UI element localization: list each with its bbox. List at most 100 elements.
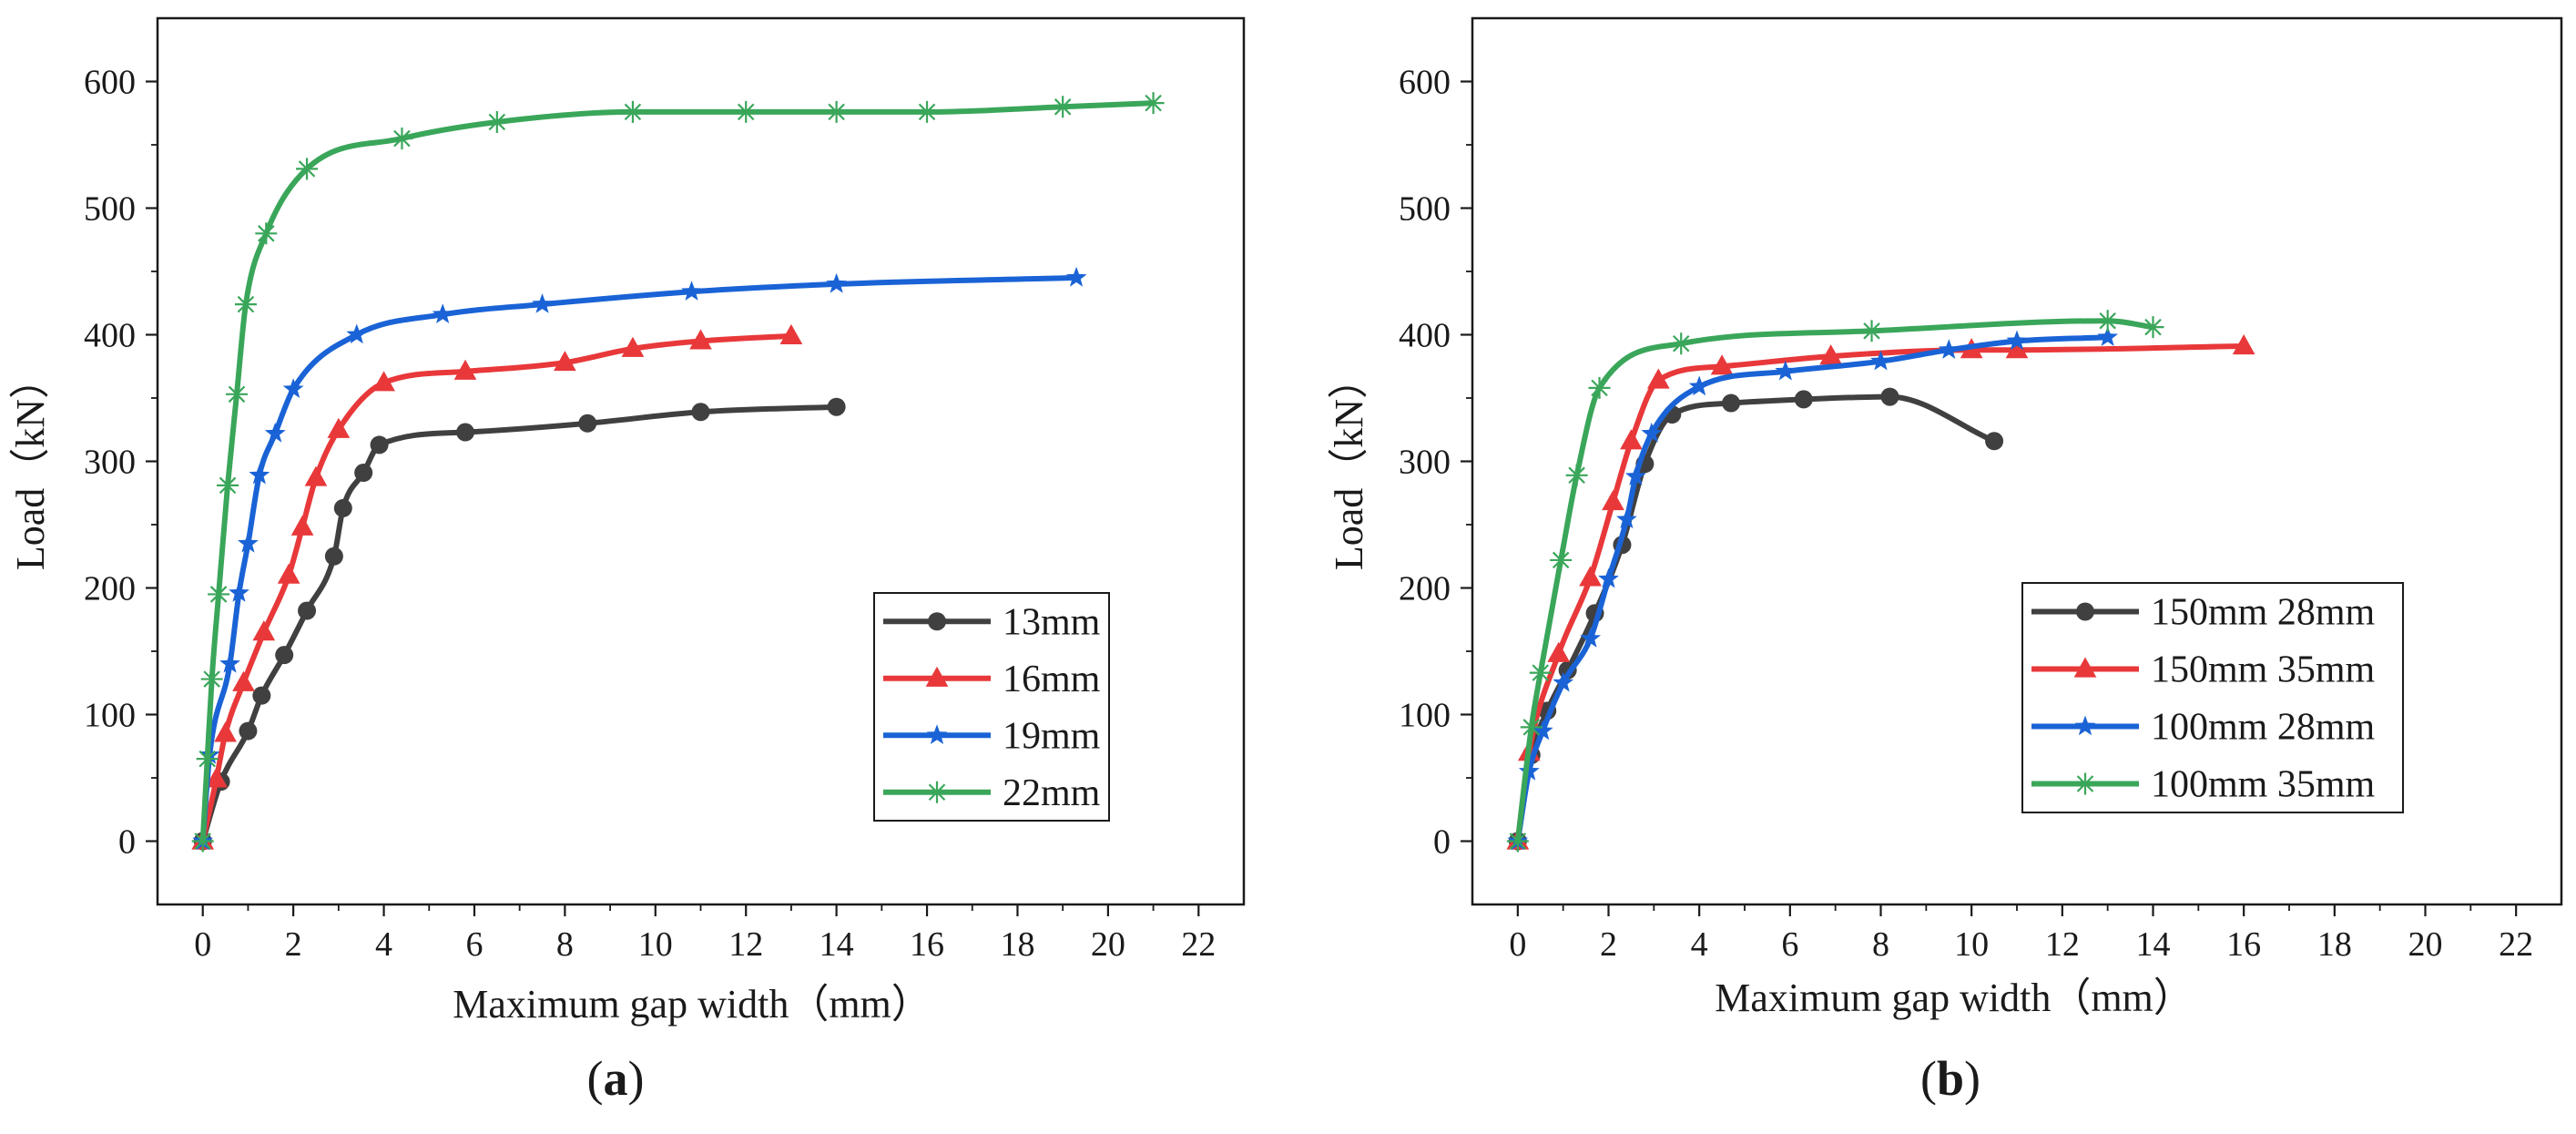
data-point	[1670, 332, 1693, 355]
data-point	[2096, 310, 2119, 332]
data-point	[200, 668, 223, 690]
data-point	[735, 100, 758, 123]
legend-frame	[873, 592, 1110, 822]
x-tick-label: 6	[465, 925, 483, 964]
y-tick-label: 600	[84, 64, 136, 102]
data-point	[827, 397, 846, 416]
data-point	[290, 515, 314, 536]
data-point	[239, 721, 258, 741]
data-point	[1641, 422, 1663, 443]
data-point	[2232, 334, 2255, 355]
legend-label: 13mm	[1003, 601, 1101, 643]
x-tick-label: 8	[556, 925, 574, 964]
legend-swatch-marker	[926, 781, 948, 803]
legend-swatch-marker	[926, 724, 948, 744]
series-13mm	[193, 397, 846, 851]
legend-swatch-marker	[2074, 715, 2096, 736]
data-point	[485, 110, 508, 133]
data-point	[324, 547, 343, 566]
x-tick-label: 8	[1872, 925, 1889, 964]
data-point	[1565, 464, 1588, 486]
data-point	[1985, 432, 2004, 451]
data-point	[1620, 429, 1643, 450]
data-point	[2097, 326, 2119, 346]
data-point	[229, 582, 249, 602]
x-tick-label: 16	[910, 925, 944, 964]
x-tick-label: 22	[2499, 925, 2533, 964]
data-point	[372, 371, 395, 392]
series-line	[199, 332, 794, 844]
data-point	[252, 686, 271, 705]
data-point	[1547, 641, 1571, 662]
x-tick-label: 4	[1691, 925, 1708, 964]
data-point	[1775, 360, 1797, 381]
y-axis-title: Load（kN）	[1327, 359, 1371, 570]
x-tick-label: 14	[2136, 925, 2171, 964]
data-point	[916, 100, 939, 123]
data-point	[1520, 716, 1543, 739]
data-point	[264, 422, 286, 443]
data-point	[275, 646, 294, 665]
data-point	[1065, 266, 1087, 287]
data-point	[1142, 92, 1165, 115]
y-tick-label: 300	[1399, 444, 1451, 482]
x-tick-label: 2	[1600, 925, 1617, 964]
data-point	[1722, 393, 1741, 413]
data-point	[1550, 548, 1573, 571]
data-point	[2006, 330, 2028, 351]
chart-panel-a: 0 2 4 6 8 10 12 14 16 18 20 22 0 100 200 300 400 500 600 Lo…	[8, 16, 1246, 1106]
panel-label-part: )	[628, 1051, 645, 1106]
x-tick-label: 18	[1000, 925, 1034, 964]
y-axis-title: Load（kN）	[8, 359, 53, 570]
data-point	[1598, 567, 1619, 588]
legend: 13mm 16mm 19mm 22mm	[873, 592, 1110, 822]
data-point	[217, 474, 239, 496]
data-point	[298, 601, 317, 620]
data-point	[1616, 508, 1637, 529]
y-tick-label: 600	[1399, 64, 1451, 102]
panel-label-part: (	[1920, 1051, 1937, 1106]
y-tick-label: 500	[84, 190, 136, 229]
data-point	[1860, 320, 1883, 342]
data-point	[779, 323, 803, 344]
x-tick-label: 6	[1781, 925, 1798, 964]
data-point	[826, 272, 847, 293]
legend-label: 100mm 28mm	[2151, 707, 2376, 749]
data-point	[296, 158, 319, 180]
legend-swatch-marker	[925, 666, 949, 687]
data-point	[1880, 387, 1899, 406]
legend: 150mm 28mm 150mm 35mm 100mm 28mm 100mm 35mm	[2021, 582, 2404, 813]
data-point	[578, 414, 597, 433]
data-point	[249, 464, 270, 485]
data-point	[1688, 375, 1710, 396]
data-point	[196, 748, 219, 771]
x-tick-label: 12	[728, 925, 763, 964]
data-point	[825, 100, 848, 123]
y-tick-label: 0	[118, 823, 136, 862]
x-tick-label: 0	[1509, 925, 1526, 964]
x-axis-title: Maximum gap width（mm）	[453, 982, 932, 1027]
data-point	[219, 652, 240, 673]
data-point	[208, 583, 230, 606]
data-point	[2142, 316, 2164, 339]
data-point	[255, 222, 278, 245]
x-tick-label: 2	[285, 925, 302, 964]
legend-label: 100mm 35mm	[2151, 764, 2376, 806]
data-point	[1602, 489, 1624, 511]
panel-label: (b)	[1920, 1051, 1980, 1106]
data-point	[1938, 339, 1960, 359]
data-point	[191, 830, 214, 853]
data-point	[391, 128, 413, 150]
y-tick-label: 400	[1399, 317, 1451, 355]
legend-swatch-marker	[2074, 772, 2096, 795]
data-point	[456, 423, 475, 442]
legend-label: 150mm 35mm	[2151, 649, 2376, 691]
data-point	[370, 435, 389, 455]
data-point	[1532, 720, 1553, 741]
series-22mm	[191, 92, 1165, 853]
data-point	[1529, 661, 1552, 684]
y-tick-label: 500	[1399, 190, 1451, 229]
data-point	[1625, 465, 1646, 485]
x-tick-label: 20	[1091, 925, 1125, 964]
